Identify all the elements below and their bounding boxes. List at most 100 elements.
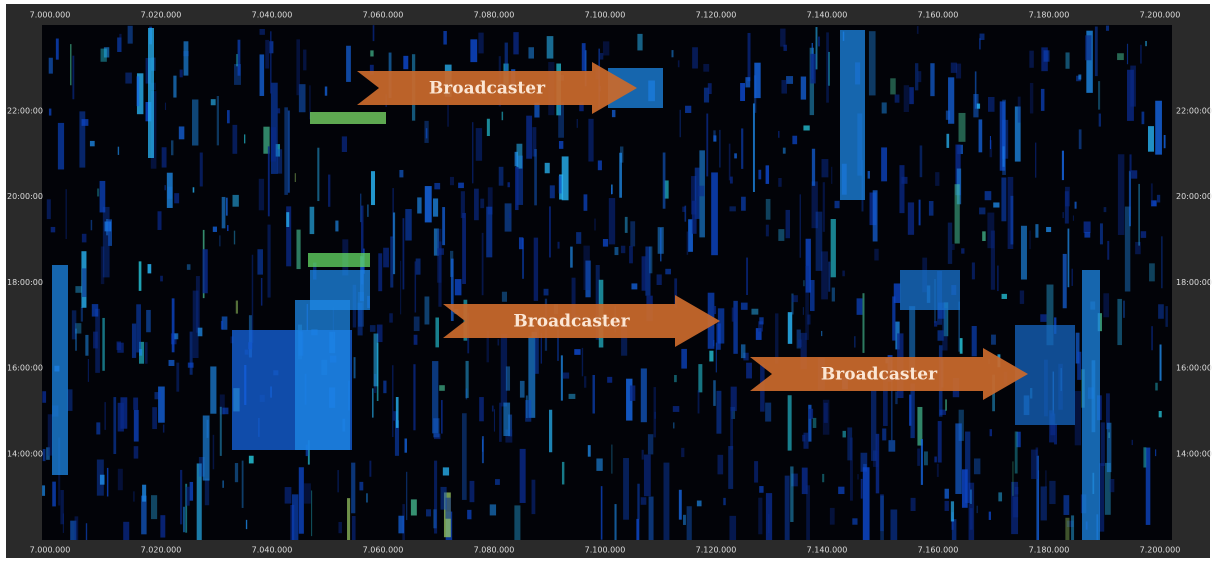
streak bbox=[951, 519, 957, 540]
streak bbox=[439, 385, 445, 391]
streak bbox=[729, 176, 733, 184]
streak bbox=[741, 128, 744, 169]
streak bbox=[944, 500, 949, 511]
streak bbox=[467, 509, 472, 520]
streak bbox=[584, 376, 587, 388]
streak bbox=[405, 209, 412, 241]
signal-block bbox=[310, 112, 386, 124]
streak bbox=[923, 451, 928, 466]
streak bbox=[890, 509, 898, 540]
streak bbox=[424, 120, 429, 143]
streak bbox=[562, 372, 570, 379]
streak bbox=[251, 254, 254, 343]
streak bbox=[117, 146, 120, 155]
streak bbox=[534, 327, 539, 374]
streak bbox=[619, 146, 624, 163]
streak bbox=[681, 348, 687, 369]
streak bbox=[614, 504, 617, 540]
streak bbox=[679, 109, 681, 138]
streak bbox=[450, 258, 454, 321]
streak bbox=[745, 77, 751, 88]
streak bbox=[102, 317, 105, 371]
streak bbox=[204, 478, 210, 506]
streak bbox=[171, 298, 175, 353]
streak bbox=[1065, 517, 1070, 540]
streak bbox=[219, 235, 221, 247]
annotations: Broadcaster Broadcaster Broadcaster bbox=[357, 62, 1028, 400]
streak bbox=[117, 468, 123, 491]
streak bbox=[746, 257, 749, 296]
y-tick-label: 22:00:00 bbox=[1176, 107, 1212, 116]
streak bbox=[595, 264, 600, 340]
streak bbox=[347, 498, 351, 540]
streak bbox=[1147, 126, 1154, 152]
annotation-arrow bbox=[357, 62, 637, 114]
streak bbox=[1151, 200, 1157, 207]
streak bbox=[235, 54, 239, 67]
streak bbox=[360, 193, 362, 223]
streak bbox=[799, 194, 801, 258]
streak bbox=[1106, 393, 1110, 430]
streak bbox=[173, 75, 177, 98]
streak bbox=[758, 169, 762, 180]
signal-block bbox=[1082, 270, 1100, 540]
streak bbox=[195, 276, 200, 333]
streak bbox=[265, 39, 270, 69]
streak bbox=[709, 350, 714, 362]
streak bbox=[1020, 225, 1027, 280]
streak bbox=[1002, 146, 1005, 167]
streak bbox=[186, 264, 191, 270]
streak bbox=[1159, 344, 1162, 381]
streak bbox=[624, 216, 628, 233]
streak bbox=[1014, 431, 1018, 474]
x-tick-label: 7.100.000 bbox=[585, 546, 626, 555]
streak bbox=[1141, 111, 1145, 125]
streak bbox=[862, 293, 865, 353]
streak bbox=[755, 328, 762, 340]
annotation-label: Broadcaster bbox=[513, 312, 630, 332]
streak bbox=[728, 446, 734, 489]
streak bbox=[270, 31, 272, 94]
streak bbox=[802, 307, 804, 315]
streak bbox=[607, 376, 613, 383]
streak bbox=[811, 148, 816, 186]
streak bbox=[1126, 43, 1129, 65]
streak bbox=[187, 362, 194, 368]
streak bbox=[934, 321, 938, 327]
streak bbox=[1085, 35, 1092, 61]
x-tick-label: 7.000.000 bbox=[30, 546, 71, 555]
streak bbox=[1066, 520, 1074, 528]
streak bbox=[812, 417, 817, 428]
streak bbox=[447, 84, 449, 127]
streak bbox=[104, 402, 106, 430]
streak bbox=[664, 180, 669, 199]
streak bbox=[222, 480, 224, 488]
streak bbox=[192, 99, 199, 146]
streak bbox=[174, 193, 180, 204]
streak bbox=[576, 118, 578, 128]
streak bbox=[413, 364, 416, 431]
streak bbox=[469, 480, 475, 503]
streak bbox=[434, 182, 441, 190]
streak bbox=[42, 391, 47, 403]
streak bbox=[971, 326, 977, 357]
streak bbox=[305, 444, 309, 457]
streak bbox=[1140, 44, 1142, 64]
streak bbox=[398, 515, 405, 534]
streak bbox=[1040, 88, 1045, 111]
streak bbox=[587, 445, 591, 457]
x-tick-label: 7.100.000 bbox=[585, 11, 626, 20]
signal-block bbox=[308, 253, 370, 267]
streak bbox=[70, 44, 72, 86]
streak bbox=[713, 305, 717, 315]
streak bbox=[146, 309, 151, 333]
streak bbox=[338, 521, 342, 534]
streak bbox=[746, 362, 752, 379]
streak bbox=[648, 496, 654, 540]
streak bbox=[216, 96, 220, 146]
streak bbox=[458, 182, 464, 189]
streak bbox=[711, 172, 718, 256]
streak bbox=[1029, 50, 1034, 68]
signal-block bbox=[148, 28, 154, 158]
streak bbox=[309, 206, 315, 235]
